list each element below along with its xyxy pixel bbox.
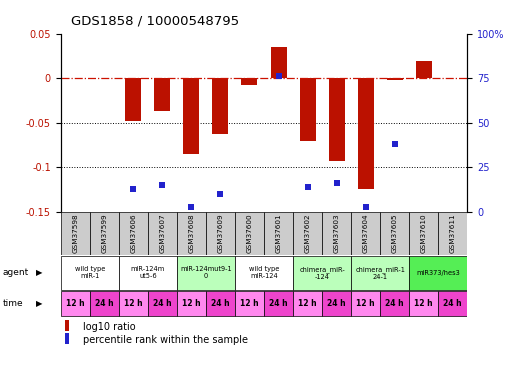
Bar xyxy=(438,212,467,255)
Bar xyxy=(90,291,119,316)
Text: GSM37599: GSM37599 xyxy=(101,214,107,253)
Text: 12 h: 12 h xyxy=(240,299,259,308)
Bar xyxy=(416,62,432,78)
Text: 24 h: 24 h xyxy=(269,299,288,308)
Bar xyxy=(119,212,148,255)
Text: chimera_miR-1
24-1: chimera_miR-1 24-1 xyxy=(355,266,405,280)
Bar xyxy=(293,212,322,255)
Bar xyxy=(351,256,409,290)
Text: wild type
miR-1: wild type miR-1 xyxy=(74,266,105,279)
Text: GSM37606: GSM37606 xyxy=(130,214,136,253)
Bar xyxy=(235,212,264,255)
Text: GSM37607: GSM37607 xyxy=(159,214,165,253)
Bar xyxy=(154,78,171,111)
Bar xyxy=(270,47,287,78)
Text: 12 h: 12 h xyxy=(182,299,201,308)
Bar xyxy=(409,256,467,290)
Bar xyxy=(148,212,177,255)
Bar xyxy=(351,212,380,255)
Bar xyxy=(90,212,119,255)
Bar xyxy=(148,291,177,316)
Bar xyxy=(409,291,438,316)
Bar xyxy=(351,291,380,316)
Bar xyxy=(357,78,374,189)
Text: GSM37602: GSM37602 xyxy=(305,214,310,253)
Text: GSM37601: GSM37601 xyxy=(276,214,281,253)
Bar xyxy=(328,78,345,161)
Text: time: time xyxy=(3,299,23,308)
Bar xyxy=(212,78,229,134)
Bar xyxy=(380,291,409,316)
Text: log10 ratio: log10 ratio xyxy=(83,322,136,332)
Text: ▶: ▶ xyxy=(36,299,42,308)
Bar xyxy=(65,333,69,344)
Text: miR-124mut9-1
0: miR-124mut9-1 0 xyxy=(180,266,232,279)
Text: 24 h: 24 h xyxy=(153,299,172,308)
Bar xyxy=(119,256,177,290)
Bar xyxy=(119,291,148,316)
Text: 12 h: 12 h xyxy=(66,299,84,308)
Text: 24 h: 24 h xyxy=(385,299,404,308)
Text: GSM37605: GSM37605 xyxy=(392,214,398,253)
Text: GSM37608: GSM37608 xyxy=(188,214,194,253)
Bar xyxy=(235,256,293,290)
Bar xyxy=(409,212,438,255)
Bar xyxy=(65,320,69,331)
Text: chimera_miR-
-124: chimera_miR- -124 xyxy=(299,266,345,280)
Text: ▶: ▶ xyxy=(36,268,42,278)
Bar xyxy=(183,78,200,154)
Text: 12 h: 12 h xyxy=(414,299,433,308)
Bar xyxy=(61,212,90,255)
Bar xyxy=(177,212,206,255)
Text: 24 h: 24 h xyxy=(444,299,462,308)
Bar xyxy=(125,78,142,121)
Bar xyxy=(438,291,467,316)
Text: GSM37598: GSM37598 xyxy=(72,214,78,253)
Text: 24 h: 24 h xyxy=(95,299,114,308)
Text: GSM37604: GSM37604 xyxy=(363,214,369,253)
Bar xyxy=(177,291,206,316)
Text: GSM37600: GSM37600 xyxy=(247,214,252,253)
Text: GSM37603: GSM37603 xyxy=(334,214,340,253)
Text: 12 h: 12 h xyxy=(298,299,317,308)
Bar xyxy=(322,212,351,255)
Text: 12 h: 12 h xyxy=(356,299,375,308)
Text: GDS1858 / 10000548795: GDS1858 / 10000548795 xyxy=(71,14,239,27)
Bar xyxy=(264,212,293,255)
Text: 24 h: 24 h xyxy=(211,299,230,308)
Bar xyxy=(61,256,119,290)
Text: wild type
miR-124: wild type miR-124 xyxy=(249,266,279,279)
Bar xyxy=(177,256,235,290)
Text: agent: agent xyxy=(3,268,29,278)
Bar xyxy=(61,291,90,316)
Bar xyxy=(386,78,403,80)
Text: miR-124m
ut5-6: miR-124m ut5-6 xyxy=(131,266,165,279)
Bar xyxy=(235,291,264,316)
Bar xyxy=(380,212,409,255)
Bar xyxy=(293,291,322,316)
Bar xyxy=(293,256,351,290)
Bar xyxy=(206,212,235,255)
Bar xyxy=(241,78,258,86)
Text: GSM37609: GSM37609 xyxy=(218,214,223,253)
Bar xyxy=(299,78,316,141)
Bar xyxy=(322,291,351,316)
Text: 24 h: 24 h xyxy=(327,299,346,308)
Bar xyxy=(264,291,293,316)
Text: percentile rank within the sample: percentile rank within the sample xyxy=(83,334,248,345)
Text: GSM37610: GSM37610 xyxy=(421,214,427,253)
Text: miR373/hes3: miR373/hes3 xyxy=(417,270,460,276)
Bar xyxy=(206,291,235,316)
Text: 12 h: 12 h xyxy=(124,299,143,308)
Text: GSM37611: GSM37611 xyxy=(450,214,456,253)
